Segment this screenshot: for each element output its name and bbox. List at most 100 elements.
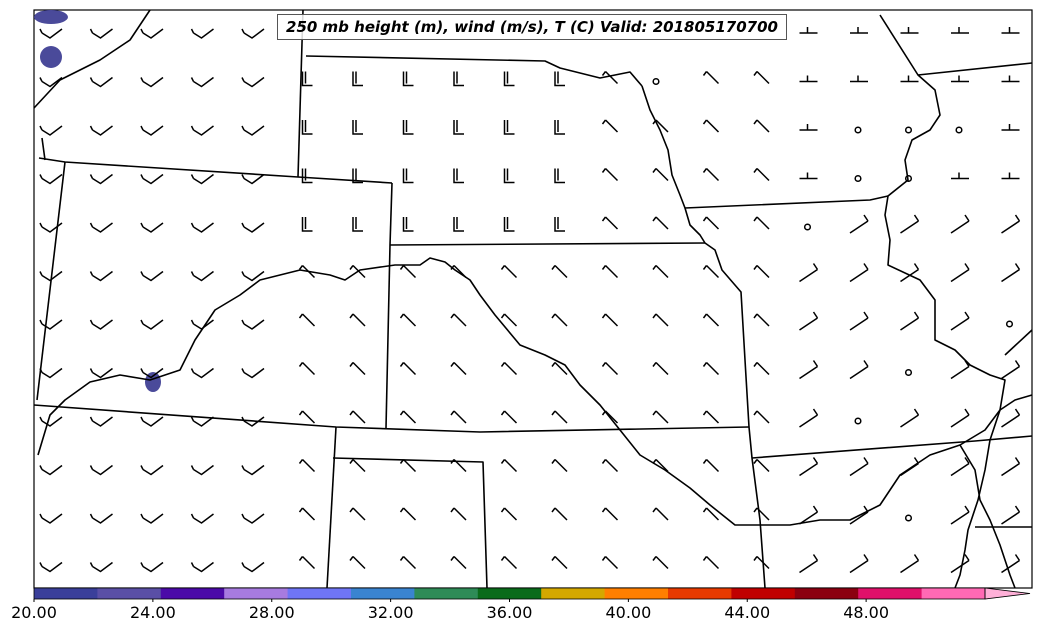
wind-barb (399, 410, 417, 424)
wind-barb (241, 76, 265, 88)
colorbar-extend-arrow (984, 587, 1031, 600)
calm-wind-marker (854, 126, 862, 134)
wind-barb (402, 217, 414, 232)
wind-barb (554, 120, 565, 135)
wind-barb (39, 270, 63, 282)
wind-barb (1001, 554, 1021, 574)
wind-barb (140, 561, 164, 573)
wind-barb (900, 27, 919, 34)
wind-barb (39, 513, 63, 524)
colorbar-tick-label: 44.00 (724, 603, 771, 622)
wind-barb (450, 507, 467, 521)
cold-temperature-area (40, 46, 62, 68)
wind-barb (503, 71, 515, 87)
wind-barb (601, 313, 619, 327)
wind-barb (601, 216, 619, 230)
wind-barb (402, 71, 414, 87)
calm-wind-marker (904, 514, 913, 522)
wind-barb (140, 28, 164, 39)
wind-barb (298, 361, 316, 376)
wind-barb (140, 125, 164, 136)
wind-barb (140, 416, 164, 427)
wind-barb (900, 75, 919, 83)
wind-barb (951, 172, 969, 180)
colorbar-tick-label: 24.00 (129, 603, 176, 622)
wind-barb (190, 222, 214, 233)
state-boundaries (33, 9, 1033, 589)
wind-barb (849, 311, 869, 331)
cold-temperature-area (34, 10, 68, 24)
wind-barb (241, 464, 265, 476)
wind-barb (399, 361, 417, 376)
wind-barb (799, 408, 819, 428)
wind-barb (500, 361, 518, 376)
wind-barb (39, 28, 63, 39)
wind-barb (601, 361, 619, 376)
calm-wind-marker (1005, 320, 1014, 328)
wind-barb (298, 555, 316, 570)
wind-barb (241, 367, 265, 379)
wind-barb (753, 216, 770, 230)
wind-barb (601, 70, 619, 85)
wind-barb (799, 360, 819, 380)
calm-wind-marker (854, 417, 862, 425)
wind-barb (753, 313, 770, 327)
wind-barb (551, 313, 568, 327)
wind-barb (241, 319, 265, 330)
wind-barb (652, 458, 669, 473)
wind-barb (349, 507, 366, 521)
wind-barb (951, 75, 969, 83)
wind-barb (799, 172, 818, 180)
wind-barb (551, 458, 568, 473)
colorbar-tick-label: 40.00 (605, 603, 652, 622)
wind-barb (601, 119, 619, 133)
wind-barb (702, 555, 720, 570)
wind-barb (753, 361, 770, 376)
colorbar (33, 587, 1031, 602)
wind-barb (301, 71, 313, 87)
wind-barb (89, 416, 113, 427)
wind-barb (89, 319, 113, 330)
colorbar-segment (160, 588, 225, 599)
wind-barb (399, 507, 417, 521)
wind-barb (849, 505, 869, 525)
wind-barb (402, 168, 414, 184)
wind-barb (241, 28, 265, 39)
wind-barb (450, 555, 467, 570)
wind-barb (652, 507, 669, 521)
wind-barb (450, 264, 467, 279)
wind-barb (950, 505, 970, 525)
colorbar-segment (858, 588, 923, 599)
wind-barb (551, 555, 568, 570)
wind-barb (753, 410, 770, 424)
wind-barb (702, 313, 720, 327)
wind-barb (241, 416, 265, 427)
colorbar-tick-label: 32.00 (367, 603, 414, 622)
wind-barb (140, 270, 164, 282)
wind-barb (702, 216, 720, 230)
wind-barb (950, 554, 970, 574)
colorbar-segment (414, 588, 479, 599)
wind-barb (190, 513, 214, 524)
wind-barb (702, 361, 720, 376)
colorbar-segment (224, 588, 289, 599)
wind-barb (190, 367, 214, 379)
wind-barb (190, 464, 214, 476)
wind-barb (450, 361, 467, 376)
colorbar-segment (351, 588, 415, 599)
wind-barb (652, 555, 669, 570)
wind-barb (601, 410, 619, 424)
wind-barb (39, 76, 63, 88)
wind-barb (298, 507, 316, 521)
colorbar-segment (34, 588, 98, 599)
map-title: 250 mb height (m), wind (m/s), T (C) Val… (277, 14, 787, 40)
wind-barb (601, 507, 619, 521)
wind-barb (352, 71, 363, 87)
wind-barb (500, 555, 518, 570)
wind-barb (799, 124, 818, 131)
wind-barb (190, 319, 214, 330)
wind-barb (89, 222, 113, 233)
wind-barb (140, 367, 164, 379)
wind-barb (349, 313, 366, 327)
wind-barb (753, 167, 770, 182)
